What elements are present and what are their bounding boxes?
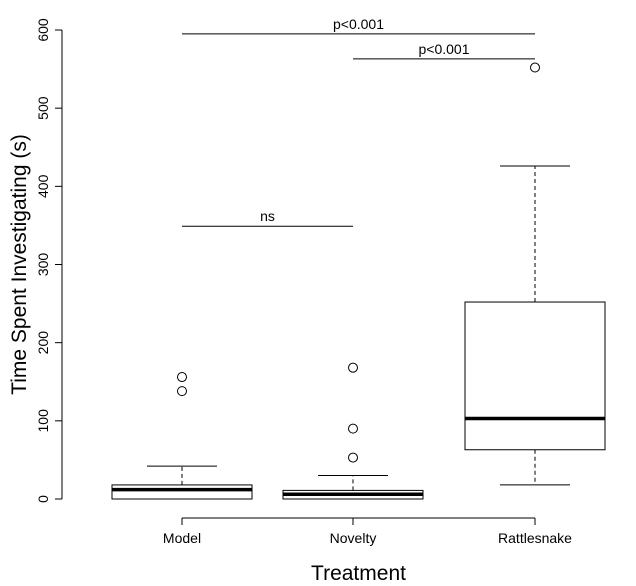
significance-label: p<0.001 (333, 16, 384, 32)
outlier-point (177, 386, 187, 397)
x-tick-label: Rattlesnake (498, 530, 572, 546)
y-tick-label: 300 (35, 253, 51, 277)
box-rattlesnake (464, 62, 606, 486)
box-group (111, 62, 606, 500)
y-tick-label: 500 (35, 96, 51, 120)
box-model (111, 372, 253, 500)
outlier-point (348, 423, 358, 434)
iqr-box (464, 301, 606, 451)
y-tick-label: 400 (35, 174, 51, 198)
significance-brackets: p<0.001 p<0.001 ns (182, 16, 535, 227)
significance-label: ns (260, 208, 275, 224)
x-axis-ticks: Model Novelty Rattlesnake (163, 518, 572, 546)
box-novelty (282, 362, 424, 500)
significance-label: p<0.001 (419, 41, 470, 57)
outlier-point (177, 372, 187, 383)
outlier-point (530, 62, 540, 73)
y-tick-label: 600 (35, 18, 51, 42)
y-tick-label: 200 (35, 331, 51, 355)
x-axis-title: Treatment (311, 562, 406, 585)
outlier-point (348, 362, 358, 373)
x-tick-label: Novelty (330, 530, 377, 546)
y-axis-title: Time Spent Investigating (s) (8, 134, 31, 395)
y-tick-label: 100 (35, 409, 51, 433)
iqr-box (111, 484, 253, 500)
x-tick-label: Model (163, 530, 201, 546)
y-tick-label: 0 (35, 495, 51, 503)
y-axis-ticks: 0 100 200 300 400 500 600 (35, 18, 62, 503)
outlier-point (348, 452, 358, 463)
